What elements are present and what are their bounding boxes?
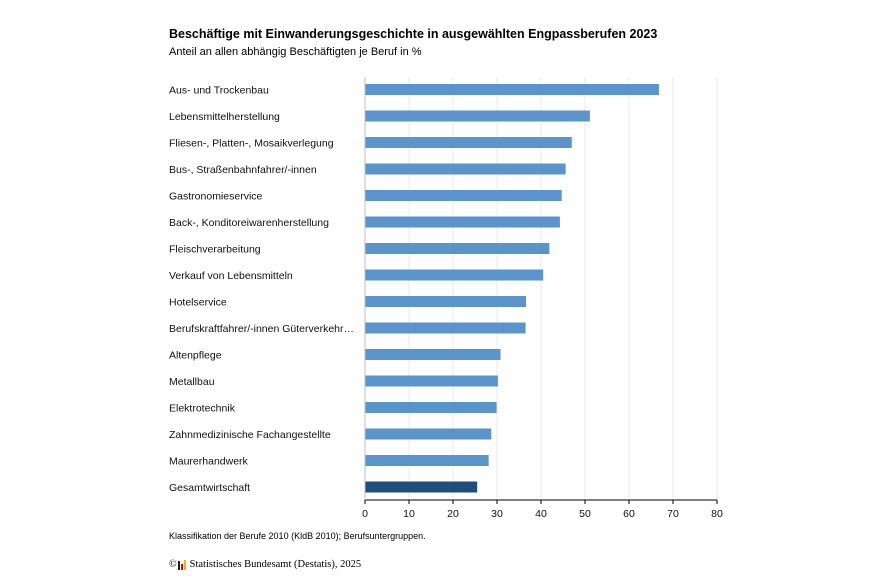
x-tick-label: 60 [623,508,635,520]
category-label: Maurerhandwerk [169,455,249,467]
category-label: Berufskraftfahrer/-innen Güterverkehr… [169,323,354,335]
bars [365,84,659,493]
x-axis: 0 10 20 30 40 50 60 70 80 [362,77,723,520]
bar [365,243,550,254]
category-label: Fleischverarbeitung [169,243,261,255]
bar [365,428,492,440]
bar [365,190,562,201]
x-tick-label: 80 [711,508,723,520]
bar [365,110,590,122]
x-tick-label: 70 [667,508,679,520]
chart-title: Beschäftige mit Einwanderungsgeschichte … [169,27,658,41]
category-label: Aus- und Trockenbau [169,84,269,96]
category-label: Zahnmedizinische Fachangestellte [169,429,331,441]
source-text: Statistisches Bundesamt (Destatis), 2025 [189,559,362,570]
x-tick-label: 40 [535,508,547,520]
category-label: Hotelservice [169,296,227,308]
bar [365,455,489,466]
footnote: Klassifikation der Berufe 2010 (KldB 201… [169,531,426,541]
category-labels: Aus- und Trockenbau Lebensmittelherstellu… [169,84,354,494]
destatis-logo-icon [177,559,186,570]
bar [365,296,527,307]
category-label: Verkauf von Lebensmitteln [169,270,293,282]
bar [365,375,498,387]
bar [365,322,526,334]
category-label: Altenpflege [169,349,222,361]
bar [365,269,544,281]
category-label: Metallbau [169,376,215,388]
x-tick-label: 50 [579,508,591,520]
category-label: Back-, Konditoreiwarenherstellung [169,217,329,229]
category-label: Fliesen-, Platten-, Mosaikverlegung [169,137,334,149]
bar [365,163,566,175]
x-tick-label: 0 [362,508,368,520]
category-label: Gastronomieservice [169,190,263,202]
bar [365,84,659,95]
category-label: Bus-, Straßenbahnfahrer/-innen [169,164,317,176]
x-tick-label: 30 [491,508,503,520]
category-label: Elektrotechnik [169,402,236,414]
category-label: Gesamtwirtschaft [169,482,250,494]
bar [365,137,572,148]
x-tick-label: 10 [403,508,415,520]
bar [365,216,560,228]
copyright-symbol: © [169,559,177,570]
bar [365,402,497,413]
copyright-line: © Statistisches Bundesamt (Destatis), 20… [169,559,361,570]
x-tick-label: 20 [447,508,459,520]
chart-subtitle: Anteil an allen abhängig Beschäftigten j… [169,46,422,58]
bar [365,349,501,360]
bar [365,481,478,493]
category-label: Lebensmittelherstellung [169,111,280,123]
